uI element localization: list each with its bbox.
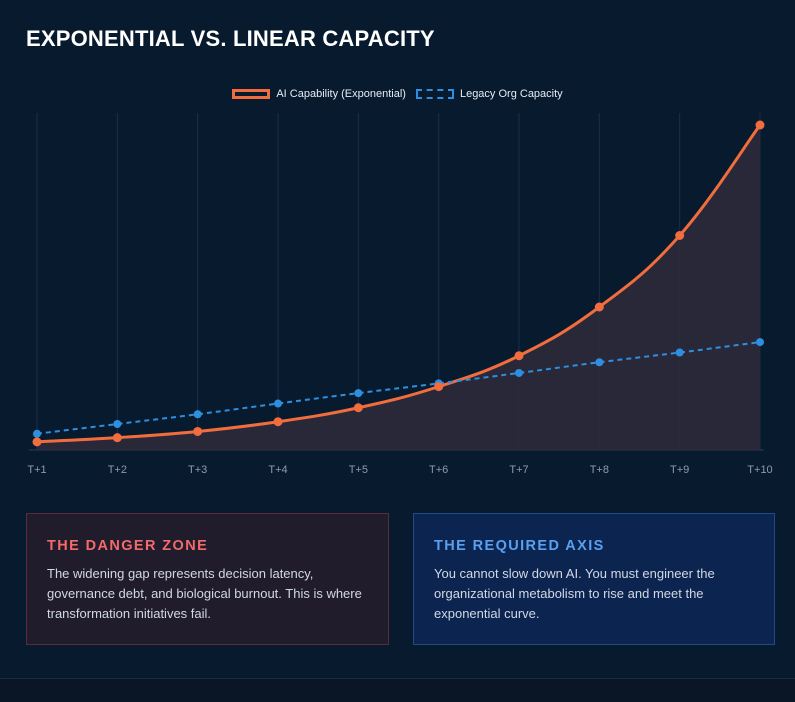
data-point-exponential-t3 bbox=[193, 426, 203, 436]
legend-item-linear[interactable]: Legacy Org Capacity bbox=[415, 88, 563, 100]
data-point-linear-t4 bbox=[274, 399, 282, 408]
x-tick-label-t10: T+10 bbox=[747, 464, 772, 476]
data-point-linear-t2 bbox=[113, 420, 122, 428]
data-point-exponential-t5 bbox=[353, 403, 363, 413]
x-tick-label-t1: T+1 bbox=[27, 464, 46, 476]
data-point-linear-t7 bbox=[515, 368, 523, 377]
chart-legend: AI Capability (Exponential) Legacy Org C… bbox=[0, 88, 795, 100]
data-point-exponential-t1 bbox=[32, 437, 42, 447]
x-tick-label-t3: T+3 bbox=[188, 464, 207, 476]
x-tick-label-t7: T+7 bbox=[509, 464, 528, 476]
data-point-linear-t8 bbox=[595, 358, 604, 367]
data-point-exponential-t7 bbox=[514, 351, 524, 361]
legend-label-linear: Legacy Org Capacity bbox=[459, 88, 563, 100]
x-tick-label-t5: T+5 bbox=[349, 464, 368, 476]
legend-label-exponential: AI Capability (Exponential) bbox=[276, 88, 406, 100]
data-point-exponential-t10 bbox=[755, 120, 765, 130]
danger-zone-text: The widening gap represents decision lat… bbox=[47, 566, 362, 621]
legend-item-exponential[interactable]: AI Capability (Exponential) bbox=[232, 88, 406, 100]
data-point-linear-t10 bbox=[756, 338, 764, 347]
x-tick-label-t4: T+4 bbox=[268, 464, 287, 476]
danger-zone-heading: THE DANGER ZONE bbox=[47, 538, 209, 554]
data-point-linear-t5 bbox=[354, 389, 363, 398]
required-axis-text: You cannot slow down AI. You must engine… bbox=[434, 566, 715, 621]
footer-strip bbox=[0, 678, 795, 702]
series-line-linear bbox=[36, 341, 761, 435]
x-tick-label-t8: T+8 bbox=[590, 464, 609, 476]
data-point-exponential-t2 bbox=[112, 433, 122, 443]
danger-zone-card: THE DANGER ZONE The widening gap represe… bbox=[26, 513, 389, 645]
legend-swatch-linear bbox=[415, 89, 454, 99]
data-point-linear-t9 bbox=[675, 348, 684, 357]
data-point-exponential-t9 bbox=[675, 231, 685, 240]
x-tick-label-t2: T+2 bbox=[108, 464, 127, 476]
data-point-exponential-t8 bbox=[594, 302, 604, 312]
page-title: EXPONENTIAL VS. LINEAR CAPACITY bbox=[26, 26, 435, 51]
data-point-exponential-t4 bbox=[273, 417, 283, 427]
capacity-line-chart: T+1 T+2 T+3 T+4 T+5 T+6 T+7 T+8 T+9 T+10 bbox=[27, 113, 773, 476]
data-point-exponential-t6 bbox=[434, 382, 444, 392]
series-area-exponential bbox=[37, 125, 760, 450]
data-point-linear-t3 bbox=[193, 410, 202, 419]
x-tick-label-t6: T+6 bbox=[429, 464, 448, 476]
data-point-linear-t1 bbox=[33, 429, 41, 438]
required-axis-heading: THE REQUIRED AXIS bbox=[434, 538, 605, 554]
legend-swatch-exponential bbox=[232, 89, 271, 99]
x-tick-label-t9: T+9 bbox=[670, 464, 689, 476]
series-line-exponential bbox=[36, 124, 762, 444]
required-axis-card: THE REQUIRED AXIS You cannot slow down A… bbox=[413, 513, 775, 645]
